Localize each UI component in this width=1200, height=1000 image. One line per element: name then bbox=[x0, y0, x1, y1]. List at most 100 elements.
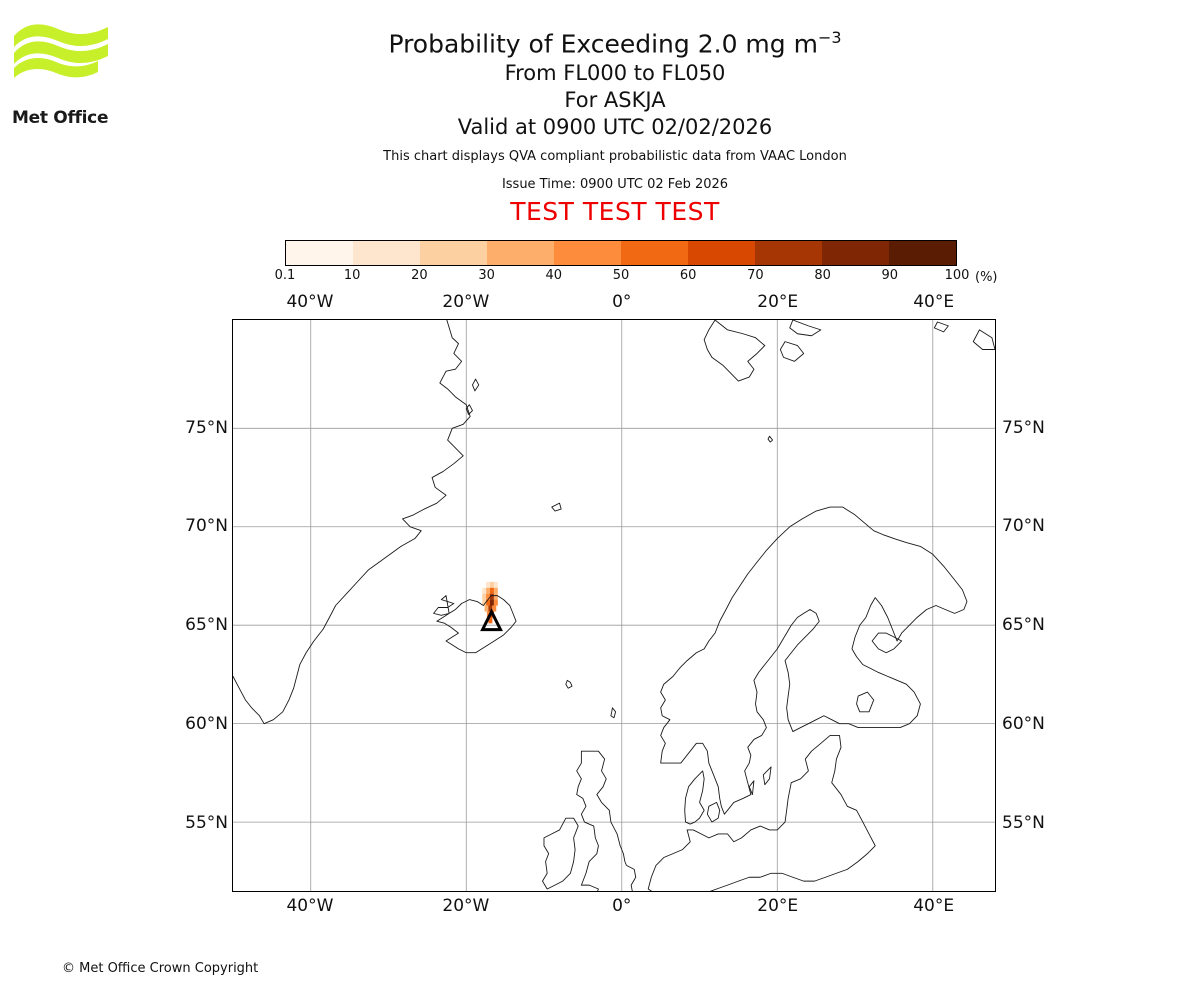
met-office-logo-text: Met Office bbox=[12, 108, 109, 128]
volcano-marker bbox=[480, 608, 503, 632]
axis-label-65°N: 65°N bbox=[1002, 615, 1045, 636]
map-canvas bbox=[233, 320, 995, 891]
colorbar-segment-4 bbox=[554, 241, 621, 265]
coastline-path bbox=[433, 595, 517, 654]
page-title: Probability of Exceeding 2.0 mg m−3 bbox=[230, 22, 1000, 60]
axis-label-70°N: 70°N bbox=[1002, 516, 1045, 537]
coastline-path bbox=[789, 320, 822, 337]
probability-colorbar: 0.1 10 20 30 40 50 60 70 80 90 100 bbox=[275, 240, 969, 283]
title-text: Probability of Exceeding 2.0 mg m bbox=[388, 29, 818, 59]
coastline-path bbox=[933, 321, 949, 333]
colorbar-segment-8 bbox=[822, 241, 889, 265]
plume-cell bbox=[493, 581, 498, 588]
plume-cell bbox=[489, 587, 494, 594]
axis-label-75°N: 75°N bbox=[185, 417, 228, 438]
map-gridlines bbox=[233, 320, 995, 891]
axis-label-40°E: 40°E bbox=[913, 292, 955, 312]
plume-cell bbox=[488, 617, 493, 624]
colorbar-tick-0.1: 0.1 bbox=[274, 268, 296, 283]
longitude-labels-top: 40°W 20°W 0° 20°E 40°E bbox=[232, 292, 996, 314]
axis-label-20°E: 20°E bbox=[757, 896, 799, 916]
axis-label-0°: 0° bbox=[612, 896, 632, 916]
chart-title-block: Probability of Exceeding 2.0 mg m−3 From… bbox=[230, 22, 1000, 226]
plume-cell bbox=[486, 587, 491, 594]
coastline-path bbox=[576, 750, 637, 891]
plume-cell bbox=[492, 605, 497, 612]
plume-cell bbox=[482, 599, 487, 606]
flight-levels-line: From FL000 to FL050 bbox=[504, 61, 726, 86]
plume-cell bbox=[493, 599, 498, 606]
qva-note: This chart displays QVA compliant probab… bbox=[383, 149, 847, 165]
coastline-path bbox=[779, 341, 805, 362]
colorbar-tick-30: 30 bbox=[478, 268, 495, 283]
colorbar-tick-100: 100 bbox=[944, 268, 970, 283]
plume-cell bbox=[489, 581, 494, 588]
coastline-path bbox=[703, 320, 766, 382]
met-office-logo: Met Office bbox=[12, 20, 122, 128]
axis-label-55°N: 55°N bbox=[1002, 812, 1045, 833]
coastline-path bbox=[542, 817, 579, 890]
plume-cell bbox=[486, 581, 491, 588]
plume-cell bbox=[486, 593, 491, 600]
axis-label-20°E: 20°E bbox=[757, 292, 799, 312]
axis-label-65°N: 65°N bbox=[185, 615, 228, 636]
axis-label-40°E: 40°E bbox=[913, 896, 955, 916]
axis-label-60°N: 60°N bbox=[1002, 714, 1045, 735]
colorbar-segment-6 bbox=[688, 241, 755, 265]
plume-cell bbox=[489, 599, 494, 606]
coastline-path bbox=[647, 734, 876, 891]
plume-cell bbox=[486, 599, 491, 606]
axis-label-20°W: 20°W bbox=[442, 896, 490, 916]
coastlines bbox=[233, 320, 995, 891]
colorbar-tick-60: 60 bbox=[679, 268, 697, 283]
coastline-path bbox=[972, 329, 995, 350]
colorbar-tick-labels: 0.1 10 20 30 40 50 60 70 80 90 100 bbox=[225, 268, 1017, 288]
axis-label-75°N: 75°N bbox=[1002, 417, 1045, 438]
plume-cell bbox=[482, 593, 487, 600]
coastline-path bbox=[748, 780, 755, 795]
coastline-path bbox=[762, 766, 772, 786]
colorbar-tick-50: 50 bbox=[612, 268, 630, 283]
coastline-path bbox=[684, 770, 705, 825]
met-office-waves-logo-icon bbox=[14, 24, 108, 78]
colorbar-gradient bbox=[285, 240, 957, 266]
colorbar-tick-20: 20 bbox=[411, 268, 428, 283]
colorbar-segment-9 bbox=[889, 241, 956, 265]
coastline-path bbox=[565, 679, 573, 689]
plume-cell bbox=[488, 605, 493, 612]
coastline-path bbox=[660, 506, 968, 815]
coastline-path bbox=[465, 404, 473, 415]
axis-label-70°N: 70°N bbox=[185, 516, 228, 537]
colorbar-segment-0 bbox=[286, 241, 353, 265]
colorbar-unit-label: (%) bbox=[975, 270, 998, 285]
axis-label-0°: 0° bbox=[612, 292, 632, 312]
plume-cell bbox=[484, 605, 489, 612]
map-panel[interactable] bbox=[232, 319, 996, 892]
coastline-path bbox=[472, 378, 480, 392]
longitude-labels-bottom: 40°W 20°W 0° 20°E 40°E bbox=[232, 896, 996, 920]
test-banner: TEST TEST TEST bbox=[510, 197, 720, 227]
axis-label-55°N: 55°N bbox=[185, 812, 228, 833]
plume-cell bbox=[493, 593, 498, 600]
issue-time: Issue Time: 0900 UTC 02 Feb 2026 bbox=[501, 177, 729, 193]
colorbar-tick-70: 70 bbox=[747, 268, 764, 283]
volcano-triangle-icon bbox=[480, 608, 503, 632]
colorbar-segment-5 bbox=[621, 241, 688, 265]
latitude-labels-left: 55°N 60°N 65°N 70°N 75°N bbox=[172, 319, 228, 892]
axis-label-40°W: 40°W bbox=[286, 896, 334, 916]
colorbar-tick-40: 40 bbox=[545, 268, 563, 283]
plume-cell bbox=[489, 593, 494, 600]
coastline-path bbox=[610, 707, 617, 719]
colorbar-tick-10: 10 bbox=[343, 268, 361, 283]
colorbar-segment-3 bbox=[487, 241, 554, 265]
axis-label-40°W: 40°W bbox=[286, 292, 334, 312]
coastline-path bbox=[233, 320, 471, 725]
colorbar-tick-90: 90 bbox=[881, 268, 899, 283]
plume-cell bbox=[493, 587, 498, 594]
valid-time-line: Valid at 0900 UTC 02/02/2026 bbox=[457, 115, 773, 140]
coastline-path bbox=[856, 691, 875, 713]
coastline-path bbox=[706, 801, 721, 823]
axis-label-60°N: 60°N bbox=[185, 714, 228, 735]
colorbar-segment-1 bbox=[353, 241, 420, 265]
